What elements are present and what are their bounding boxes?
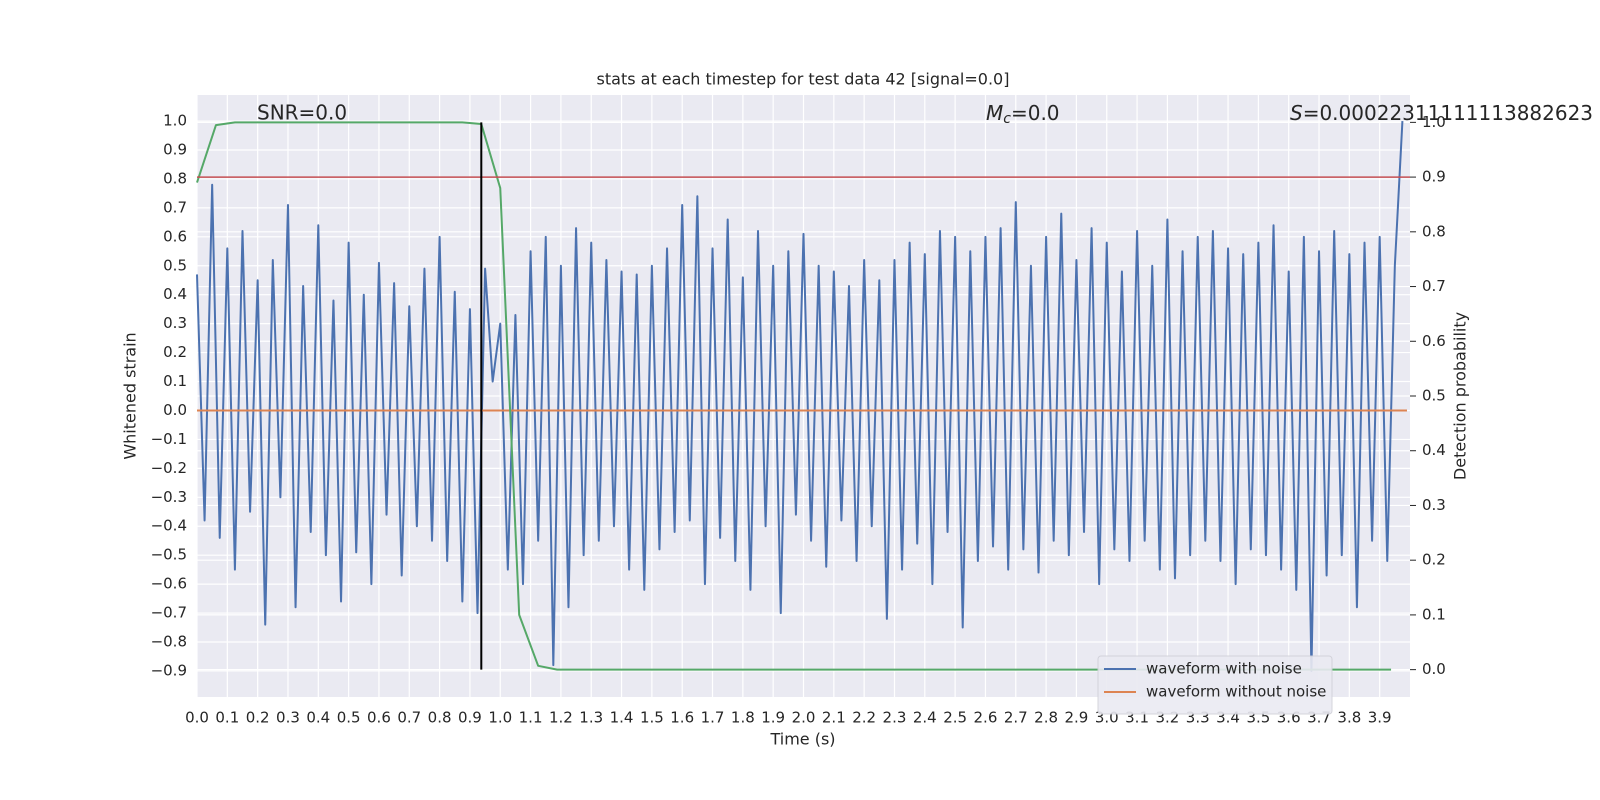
annotation-text: =0.00022311111113882623 bbox=[1303, 101, 1593, 125]
x-tick-label: 2.2 bbox=[852, 709, 876, 727]
y-tick-label: −0.5 bbox=[151, 546, 187, 564]
annotation-subscript: c bbox=[1003, 111, 1011, 127]
y-tick-label: 0.3 bbox=[163, 314, 187, 332]
x-tick-label: 2.4 bbox=[913, 709, 937, 727]
series-line bbox=[196, 120, 1404, 672]
x-tick-label: 2.0 bbox=[792, 709, 816, 727]
y-tick-label: −0.1 bbox=[151, 430, 187, 448]
y2-tick-label: 0.0 bbox=[1422, 660, 1446, 678]
x-tick-label: 0.0 bbox=[185, 709, 209, 727]
x-tick-label: 2.3 bbox=[883, 709, 907, 727]
annotation: Mc=0.0 bbox=[986, 101, 1060, 128]
y2-tick-label: 0.9 bbox=[1422, 168, 1446, 186]
annotation-text: =0.0 bbox=[1011, 101, 1060, 125]
x-tick-label: 0.3 bbox=[276, 709, 300, 727]
y-tick-label: 0.6 bbox=[163, 227, 187, 245]
legend-box bbox=[1097, 655, 1333, 715]
y-tick-label: 1.0 bbox=[163, 112, 187, 130]
y-tick-label: −0.8 bbox=[151, 633, 187, 651]
y-tick-label: −0.4 bbox=[151, 517, 187, 535]
y-tick-label: 0.5 bbox=[163, 256, 187, 274]
x-tick-label: 0.7 bbox=[397, 709, 421, 727]
x-tick-label: 0.5 bbox=[337, 709, 361, 727]
y-tick-label: 0.2 bbox=[163, 343, 187, 361]
y-tick-label: −0.7 bbox=[151, 604, 187, 622]
x-tick-label: 1.9 bbox=[761, 709, 785, 727]
x-tick-label: 3.8 bbox=[1337, 709, 1361, 727]
y-tick-label: 0.4 bbox=[163, 285, 187, 303]
x-tick-label: 1.6 bbox=[670, 709, 694, 727]
annotation: SNR=0.0 bbox=[257, 101, 347, 125]
y-axis-label: Whitened strain bbox=[121, 332, 140, 459]
y2-tick-label: 0.2 bbox=[1422, 551, 1446, 569]
y2-axis-label: Detection probability bbox=[1451, 312, 1470, 480]
y2-tick-label: 1.0 bbox=[1422, 113, 1446, 131]
x-tick-label: 0.9 bbox=[458, 709, 482, 727]
x-tick-label: 1.0 bbox=[488, 709, 512, 727]
x-tick-label: 1.3 bbox=[579, 709, 603, 727]
x-tick-label: 2.6 bbox=[974, 709, 998, 727]
x-tick-label: 1.8 bbox=[731, 709, 755, 727]
y-tick-label: 0.9 bbox=[163, 140, 187, 158]
annotation-symbol: M bbox=[986, 101, 1003, 125]
x-tick-label: 1.7 bbox=[701, 709, 725, 727]
chart-title: stats at each timestep for test data 42 … bbox=[597, 70, 1010, 89]
x-tick-label: 1.4 bbox=[610, 709, 634, 727]
y2-tick-label: 0.6 bbox=[1422, 332, 1446, 350]
x-tick-label: 2.9 bbox=[1064, 709, 1088, 727]
y-tick-label: 0.8 bbox=[163, 169, 187, 187]
x-tick-label: 2.5 bbox=[943, 709, 967, 727]
x-tick-label: 1.5 bbox=[640, 709, 664, 727]
y2-tick-label: 0.5 bbox=[1422, 387, 1446, 405]
y-tick-label: −0.2 bbox=[151, 459, 187, 477]
x-tick-label: 2.8 bbox=[1034, 709, 1058, 727]
x-tick-label: 1.2 bbox=[549, 709, 573, 727]
x-tick-label: 2.1 bbox=[822, 709, 846, 727]
x-tick-label: 3.9 bbox=[1368, 709, 1392, 727]
y-tick-label: −0.3 bbox=[151, 488, 187, 506]
x-tick-label: 0.6 bbox=[367, 709, 391, 727]
x-tick-label: 2.7 bbox=[1004, 709, 1028, 727]
y2-tick-label: 0.3 bbox=[1422, 496, 1446, 514]
y-tick-label: 0.7 bbox=[163, 198, 187, 216]
x-tick-label: 0.1 bbox=[215, 709, 239, 727]
y-tick-label: −0.9 bbox=[151, 661, 187, 679]
annotation: S=0.00022311111113882623 bbox=[1290, 101, 1593, 125]
annotation-symbol: S bbox=[1290, 101, 1303, 125]
y2-tick-label: 0.4 bbox=[1422, 441, 1446, 459]
x-tick-label: 0.2 bbox=[246, 709, 270, 727]
y2-tick-label: 0.1 bbox=[1422, 605, 1446, 623]
x-tick-label: 0.4 bbox=[306, 709, 330, 727]
x-tick-label: 1.1 bbox=[519, 709, 543, 727]
x-tick-label: 0.8 bbox=[428, 709, 452, 727]
x-axis-label: Time (s) bbox=[769, 730, 835, 749]
y-tick-label: 0.0 bbox=[163, 401, 187, 419]
legend-label: waveform with noise bbox=[1146, 660, 1302, 678]
y-tick-label: 0.1 bbox=[163, 372, 187, 390]
y2-tick-label: 0.7 bbox=[1422, 277, 1446, 295]
y-tick-label: −0.6 bbox=[151, 575, 187, 593]
legend-label: waveform without noise bbox=[1146, 683, 1326, 701]
y2-tick-label: 0.8 bbox=[1422, 222, 1446, 240]
